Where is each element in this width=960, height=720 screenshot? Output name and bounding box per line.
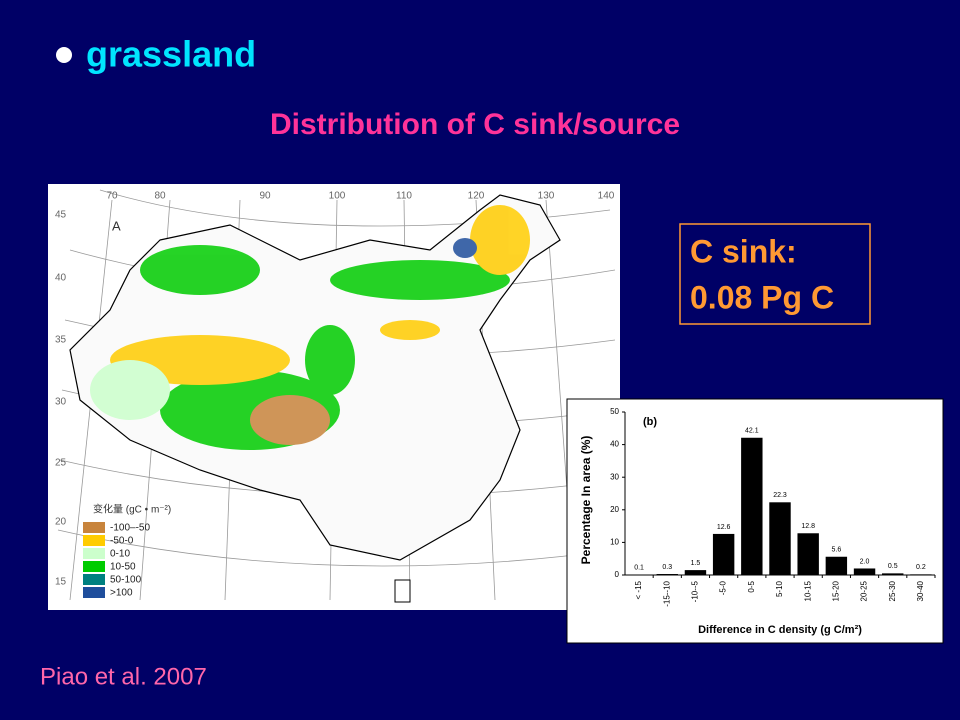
bar <box>656 574 678 575</box>
lat-label: 40 <box>55 273 67 284</box>
patch <box>470 205 530 275</box>
map: A 变化量 (gC • m⁻²) 70 80 90 100 110 120 130 14045… <box>48 184 620 610</box>
value-label: 12.8 <box>801 523 815 530</box>
value-label: 5.6 <box>831 547 841 554</box>
lat-label: 45 <box>55 210 67 221</box>
bar <box>769 502 791 575</box>
bullet-text: grassland <box>86 34 256 75</box>
patch <box>90 360 170 420</box>
value-label: 12.6 <box>717 524 731 531</box>
x-tick-label: 20-25 <box>860 580 869 601</box>
lon-label: 130 <box>538 191 555 202</box>
y-axis-label: Percentage In area (%) <box>579 436 593 565</box>
map-panel-label: A <box>112 218 121 233</box>
x-tick-label: -15--10 <box>662 580 671 606</box>
lon-label: 100 <box>329 191 346 202</box>
citation: Piao et al. 2007 <box>40 663 207 690</box>
legend-label: -50-0 <box>110 536 134 547</box>
legend-title: 变化量 (gC • m⁻²) <box>93 503 171 516</box>
lon-label: 80 <box>154 191 166 202</box>
legend-label: 0-10 <box>110 549 130 560</box>
legend-swatch <box>83 561 105 572</box>
value-label: 0.3 <box>662 564 672 571</box>
subtitle: Distribution of C sink/source <box>270 108 680 141</box>
legend-label: 50-100 <box>110 575 142 586</box>
x-tick-label: 30-40 <box>916 580 925 601</box>
bar <box>825 556 848 575</box>
x-tick-label: 5-10 <box>775 580 784 597</box>
bar <box>684 570 707 575</box>
legend-label: -100–-50 <box>110 523 150 534</box>
y-tick-label: 40 <box>610 440 619 449</box>
legend-swatch <box>83 548 105 559</box>
bar <box>712 533 735 575</box>
bar <box>882 573 904 575</box>
legend-swatch <box>83 587 105 598</box>
x-axis-label: Difference in C density (g C/m²) <box>698 624 862 636</box>
x-tick-label: < -15 <box>634 580 643 599</box>
lon-label: 70 <box>106 191 118 202</box>
legend-label: 10-50 <box>110 562 136 573</box>
bar <box>797 533 819 575</box>
patch <box>453 238 477 258</box>
lat-label: 25 <box>55 458 67 469</box>
y-tick-label: 20 <box>610 505 619 514</box>
x-tick-label: -5-0 <box>719 580 728 595</box>
bar <box>853 568 876 575</box>
patch <box>330 260 510 300</box>
patch <box>140 245 260 295</box>
legend-label: >100 <box>110 588 133 599</box>
x-tick-label: 25-30 <box>888 580 897 601</box>
bullet-dot <box>56 47 72 63</box>
x-tick-label: 15-20 <box>831 580 840 601</box>
y-tick-label: 0 <box>615 570 620 579</box>
value-label: 22.3 <box>773 492 787 499</box>
value-label: 0.2 <box>916 564 926 571</box>
bar <box>910 574 932 575</box>
value-label: 2.0 <box>860 558 870 565</box>
lat-label: 20 <box>55 517 67 528</box>
callout-line: C sink: <box>690 233 797 269</box>
patch <box>250 395 330 445</box>
patch <box>380 320 440 340</box>
y-tick-label: 10 <box>610 538 619 547</box>
value-label: 42.1 <box>745 428 759 435</box>
callout-box <box>679 223 871 325</box>
value-label: 0.1 <box>634 565 644 572</box>
patch <box>305 325 355 395</box>
y-tick-label: 50 <box>610 407 619 416</box>
island <box>394 579 411 603</box>
lon-label: 90 <box>259 191 271 202</box>
value-label: 0.5 <box>888 563 898 570</box>
lon-label: 140 <box>598 191 615 202</box>
bar <box>741 437 763 575</box>
map-patches <box>90 205 530 450</box>
lon-label: 120 <box>468 191 485 202</box>
lon-label: 110 <box>396 191 412 202</box>
legend-swatch <box>83 535 105 546</box>
legend-swatch <box>83 574 105 585</box>
lat-label: 35 <box>55 335 67 346</box>
x-tick-label: -10--5 <box>691 580 700 602</box>
y-tick-label: 30 <box>610 472 619 481</box>
x-tick-label: 10-15 <box>803 580 812 601</box>
lat-label: 15 <box>55 577 67 588</box>
legend-swatch <box>83 522 105 533</box>
callout-line: 0.08 Pg C <box>690 279 834 315</box>
value-label: 1.5 <box>691 560 701 567</box>
x-tick-label: 0-5 <box>747 580 756 592</box>
panel-label: (b) <box>643 416 657 428</box>
lat-label: 30 <box>55 397 67 408</box>
